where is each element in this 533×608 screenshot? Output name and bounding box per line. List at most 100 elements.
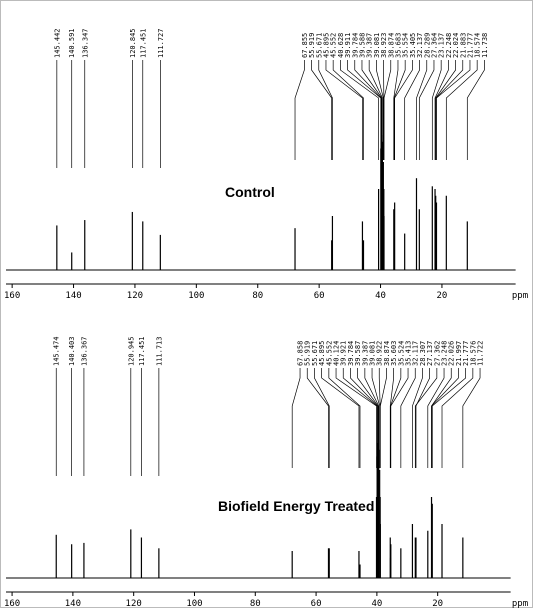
leader-line [400, 368, 416, 468]
leader-line [404, 60, 420, 160]
peak-label: 35.554 [402, 33, 410, 58]
peak-label: 38.874 [383, 341, 391, 366]
peak-label: 35.405 [409, 33, 417, 58]
leader-line [335, 368, 377, 468]
leader-line [354, 60, 382, 160]
peak-label: 32.137 [416, 33, 424, 58]
leader-line [379, 368, 387, 468]
leader-line [342, 368, 378, 468]
leader-line [383, 60, 392, 160]
leader-line [350, 368, 378, 468]
leader-line [306, 368, 329, 468]
peak-label: 28.307 [419, 341, 427, 366]
peak-label: 39.921 [340, 341, 348, 366]
x-tick-label: 160 [4, 291, 20, 301]
peak-label: 39.784 [347, 341, 355, 366]
leader-line [347, 60, 382, 160]
leader-line [414, 368, 438, 468]
leader-line [412, 368, 423, 468]
x-tick-label: 120 [127, 291, 143, 301]
leader-line [368, 60, 383, 160]
x-axis-label: ppm [512, 291, 528, 301]
peak-label: 111.727 [157, 28, 165, 58]
peak-label: 39.911 [344, 33, 352, 58]
peak-label: 136.347 [81, 28, 89, 58]
leader-line [431, 368, 466, 468]
peak-label: 55.671 [315, 33, 323, 58]
leader-line [418, 60, 435, 160]
leader-line [466, 60, 485, 160]
leader-line [325, 60, 363, 160]
peak-label: 111.713 [155, 336, 163, 366]
peak-label: 39.081 [373, 33, 381, 58]
peak-label: 38.874 [387, 33, 395, 58]
leader-line [371, 368, 381, 468]
x-tick-label: 120 [126, 599, 142, 608]
peak-label: 35.413 [405, 341, 413, 366]
leader-line [441, 368, 474, 468]
peak-label: 55.919 [308, 33, 316, 58]
leader-line [436, 60, 471, 160]
peak-label: 21.777 [462, 341, 470, 366]
peak-label: 45.552 [325, 341, 333, 366]
x-tick-label: 40 [371, 599, 382, 608]
x-tick-label: 80 [252, 291, 263, 301]
peak-label: 23.137 [438, 33, 446, 58]
peak-label: 35.683 [394, 33, 402, 58]
peak-label: 35.603 [390, 341, 398, 366]
peak-label: 145.474 [53, 336, 61, 366]
leader-line [364, 368, 380, 468]
peak-label: 67.855 [301, 33, 309, 58]
peak-label: 21.777 [466, 33, 474, 58]
peak-label: 28.289 [423, 33, 431, 58]
peak-label: 117.451 [138, 336, 146, 366]
leader-line [462, 368, 481, 468]
peak-label: 120.845 [129, 28, 137, 58]
peak-label: 21.883 [459, 33, 467, 58]
peak-label: 35.524 [397, 341, 405, 366]
leader-line [318, 60, 333, 160]
peak-label: 11.722 [477, 341, 485, 366]
peak-label: 38.922 [376, 341, 384, 366]
peak-label: 67.858 [297, 341, 305, 366]
peak-label: 18.574 [474, 33, 482, 58]
leader-line [393, 60, 406, 160]
x-tick-label: 100 [186, 599, 202, 608]
peak-label: 39.784 [351, 33, 359, 58]
leader-line [431, 368, 459, 468]
leader-line [361, 60, 383, 160]
chart-title: Biofield Energy Treated [218, 498, 374, 514]
peak-label: 117.451 [139, 28, 147, 58]
x-tick-label: 140 [65, 291, 81, 301]
peak-label: 27.362 [433, 341, 441, 366]
peak-label: 45.552 [330, 33, 338, 58]
peak-label: 40.124 [333, 341, 341, 366]
peak-label: 45.895 [322, 33, 330, 58]
leader-line [321, 368, 360, 468]
leader-line [435, 60, 456, 160]
peak-label: 22.248 [445, 33, 453, 58]
x-tick-label: 20 [432, 599, 443, 608]
leader-line [416, 60, 428, 160]
peak-label: 27.364 [430, 33, 438, 58]
leader-line [415, 368, 430, 468]
peak-label: 140.591 [68, 28, 76, 58]
peak-label: 120.945 [127, 336, 135, 366]
leader-line [340, 60, 379, 160]
x-tick-label: 160 [4, 599, 20, 608]
peak-label: 39.588 [358, 33, 366, 58]
peak-label: 21.997 [455, 341, 463, 366]
leader-line [294, 60, 305, 160]
chart-title: Control [225, 184, 275, 200]
leader-line [434, 60, 449, 160]
peak-label: 23.248 [441, 341, 449, 366]
peak-label: 18.576 [469, 341, 477, 366]
x-tick-label: 60 [311, 599, 322, 608]
peak-label: 39.587 [354, 341, 362, 366]
leader-line [394, 60, 413, 160]
peak-label: 39.387 [361, 341, 369, 366]
peak-label: 40.628 [337, 33, 345, 58]
leader-line [328, 368, 361, 468]
leader-line [314, 368, 330, 468]
